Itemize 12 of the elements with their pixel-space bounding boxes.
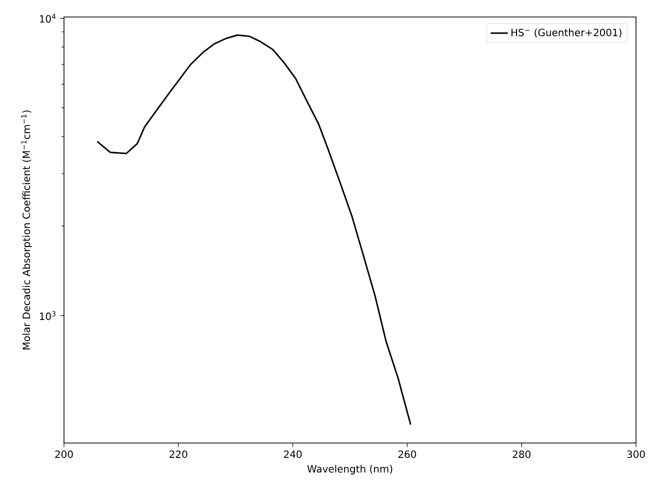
x-tick-label: 260 (398, 450, 416, 458)
x-tick-label: 220 (170, 450, 188, 458)
x-tick-label: 200 (55, 450, 73, 458)
y-axis-title: Molar Decadic Absorption Coefficient (M$^{−1}$cm$^{−1}$) (21, 110, 32, 350)
x-tick-label: 240 (284, 450, 302, 458)
y-tick-label: 10$^{3}$ (40, 311, 56, 320)
x-axis-title: Wavelength (nm) (307, 464, 392, 475)
y-tick-label: 10$^{4}$ (40, 14, 56, 23)
line-series (96, 34, 412, 426)
legend-label: HS$^{−}$ (Guenther+2001) (512, 28, 622, 38)
x-tick-label: 280 (512, 450, 530, 458)
x-tick-label: 300 (627, 450, 645, 458)
